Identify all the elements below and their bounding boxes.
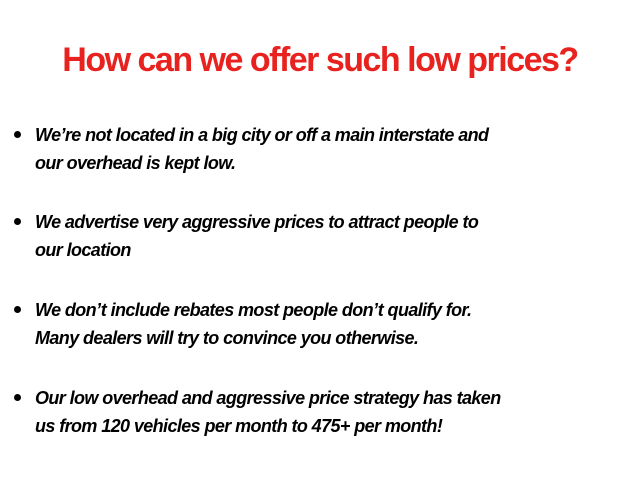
bullet-text: We don’t include rebates most people don… [35, 296, 630, 352]
bullet-line: Our low overhead and aggressive price st… [35, 388, 501, 408]
slide-title: How can we offer such low prices? [62, 41, 579, 79]
bullet-line: our location [35, 240, 131, 260]
bullet-icon [14, 218, 21, 225]
bullet-icon [14, 131, 21, 138]
bullet-icon [14, 306, 21, 313]
bullet-text: Our low overhead and aggressive price st… [35, 384, 630, 440]
bullet-line: our overhead is kept low. [35, 153, 236, 173]
bullet-icon [14, 394, 21, 401]
bullet-text: We’re not located in a big city or off a… [35, 121, 630, 177]
bullet-line: We advertise very aggressive prices to a… [35, 212, 479, 232]
bullet-line: Many dealers will try to convince you ot… [35, 328, 419, 348]
bullet-text: We advertise very aggressive prices to a… [35, 208, 630, 264]
bullet-line: We’re not located in a big city or off a… [35, 125, 489, 145]
bullet-line: us from 120 vehicles per month to 475+ p… [35, 416, 443, 436]
bullet-line: We don’t include rebates most people don… [35, 300, 472, 320]
